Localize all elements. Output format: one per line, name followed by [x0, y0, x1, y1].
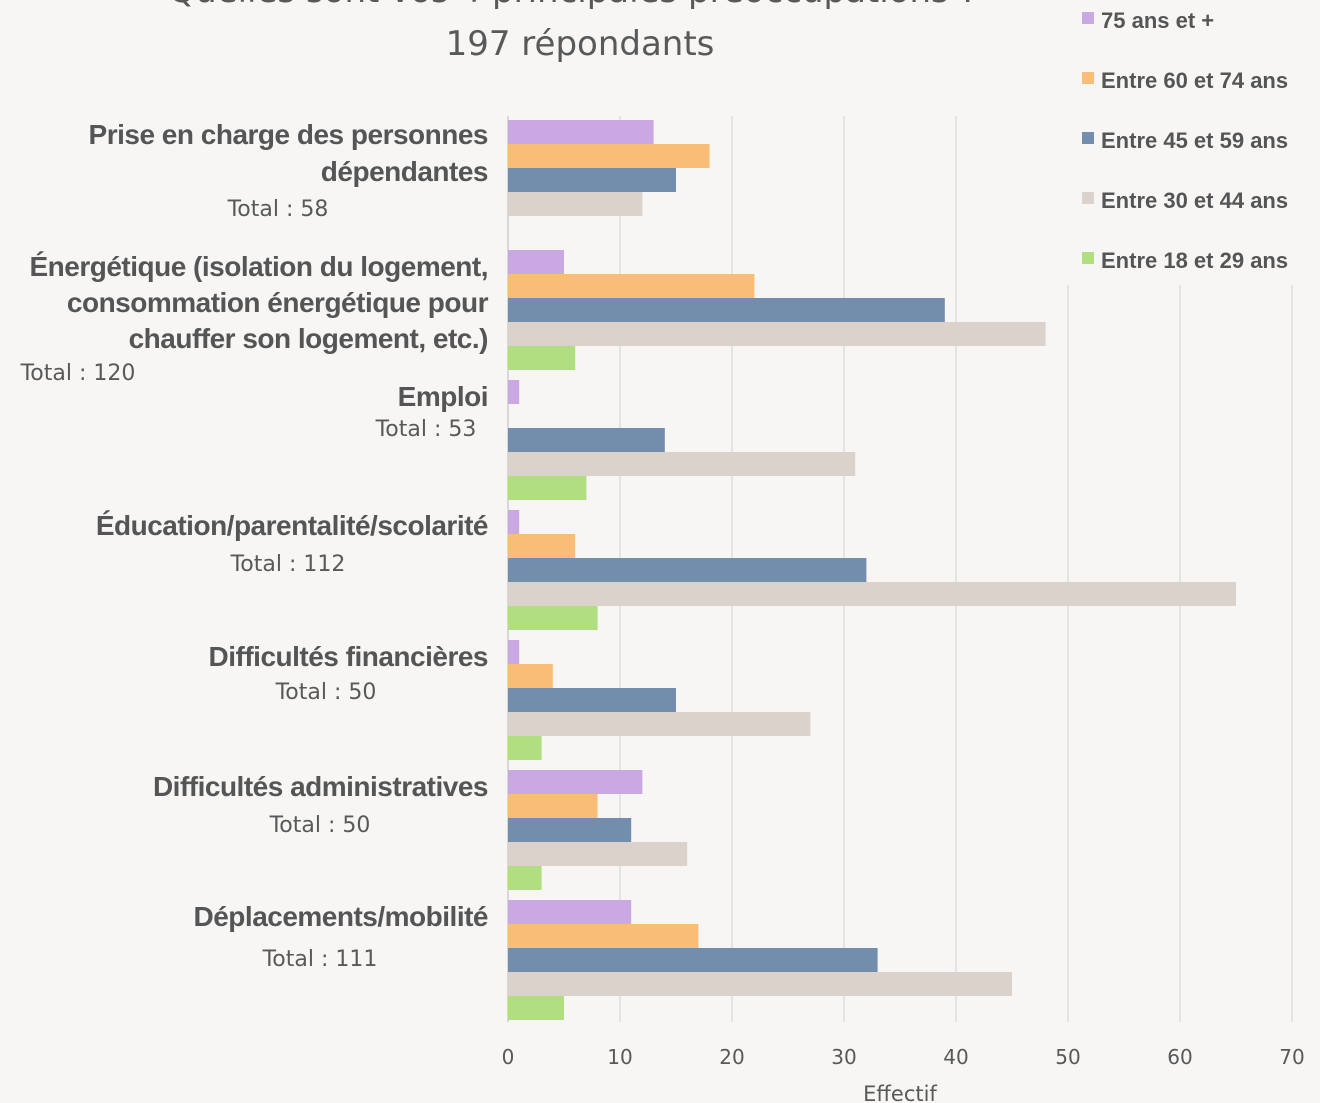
category-total: Total : 111: [262, 947, 378, 972]
legend-label: 75 ans et +: [1101, 8, 1214, 33]
bar: [508, 712, 811, 736]
bar: [508, 972, 1012, 996]
legend-swatch: [1082, 72, 1094, 84]
bar: [508, 558, 867, 582]
legend-label: Entre 45 et 59 ans: [1101, 128, 1288, 153]
bar: [508, 736, 542, 760]
category-label: Déplacements/mobilité: [194, 901, 488, 932]
category-label: Éducation/parentalité/scolarité: [96, 510, 488, 541]
category-label: dépendantes: [321, 156, 488, 187]
chart-title: Quelles sont vos 4 principales préoccupa…: [168, 0, 977, 11]
x-tick-label: 40: [943, 1045, 968, 1069]
x-tick-label: 50: [1055, 1045, 1080, 1069]
category-total: Total : 53: [375, 417, 477, 442]
bar: [508, 924, 699, 948]
category-label: consommation énergétique pour: [67, 287, 489, 318]
x-tick-label: 20: [719, 1045, 744, 1069]
bar: [508, 144, 710, 168]
x-tick-label: 70: [1279, 1045, 1304, 1069]
bar: [508, 818, 632, 842]
category-total: Total : 112: [230, 552, 346, 577]
bar: [508, 192, 643, 216]
bar: [508, 842, 688, 866]
bar: [508, 120, 654, 144]
legend-label: Entre 60 et 74 ans: [1101, 68, 1288, 93]
x-tick-label: 0: [502, 1045, 515, 1069]
bar: [508, 428, 665, 452]
category-labels: Prise en charge des personnes dépendantes…: [20, 119, 489, 972]
category-total: Total : 50: [269, 813, 371, 838]
category-label: Énergétique (isolation du logement,: [29, 251, 488, 282]
category-label: Prise en charge des personnes: [89, 119, 488, 150]
legend-swatch: [1082, 192, 1094, 204]
category-total: Total : 50: [275, 680, 377, 705]
chart-subtitle: 197 répondants: [446, 24, 715, 64]
bar: [508, 794, 598, 818]
bar: [508, 996, 564, 1020]
x-axis-label: Effectif: [863, 1082, 937, 1103]
x-tick-label: 10: [607, 1045, 632, 1069]
bar: [508, 250, 564, 274]
bar: [508, 452, 856, 476]
bar: [508, 476, 587, 500]
bar: [508, 948, 878, 972]
bar: [508, 380, 520, 404]
bar: [508, 510, 520, 534]
bar: [508, 346, 576, 370]
bar: [508, 322, 1046, 346]
bar: [508, 866, 542, 890]
legend-swatch: [1082, 252, 1094, 264]
bar: [508, 900, 632, 924]
bar: [508, 664, 553, 688]
bar: [508, 298, 945, 322]
legend: 75 ans et + Entre 60 et 74 ans Entre 45 et…: [1082, 8, 1288, 273]
bar: [508, 688, 676, 712]
x-tick-label: 60: [1167, 1045, 1192, 1069]
category-total: Total : 120: [20, 361, 136, 386]
bar: [508, 582, 1236, 606]
bar: [508, 274, 755, 298]
legend-swatch: [1082, 132, 1094, 144]
bar: [508, 168, 676, 192]
legend-label: Entre 30 et 44 ans: [1101, 188, 1288, 213]
legend-label: Entre 18 et 29 ans: [1101, 248, 1288, 273]
category-total: Total : 58: [227, 197, 329, 222]
bar: [508, 640, 520, 664]
category-label: chauffer son logement, etc.): [129, 323, 488, 354]
bars: [508, 120, 1236, 1020]
bar: [508, 606, 598, 630]
legend-swatch: [1082, 12, 1094, 24]
category-label: Emploi: [398, 381, 488, 412]
category-label: Difficultés financières: [209, 641, 488, 672]
x-tick-labels: 0 10 20 30 40 50 60 70: [502, 1045, 1305, 1069]
bar: [508, 534, 576, 558]
legend-background: [1060, 0, 1320, 285]
x-tick-label: 30: [831, 1045, 856, 1069]
bar: [508, 770, 643, 794]
category-label: Difficultés administratives: [153, 771, 488, 802]
